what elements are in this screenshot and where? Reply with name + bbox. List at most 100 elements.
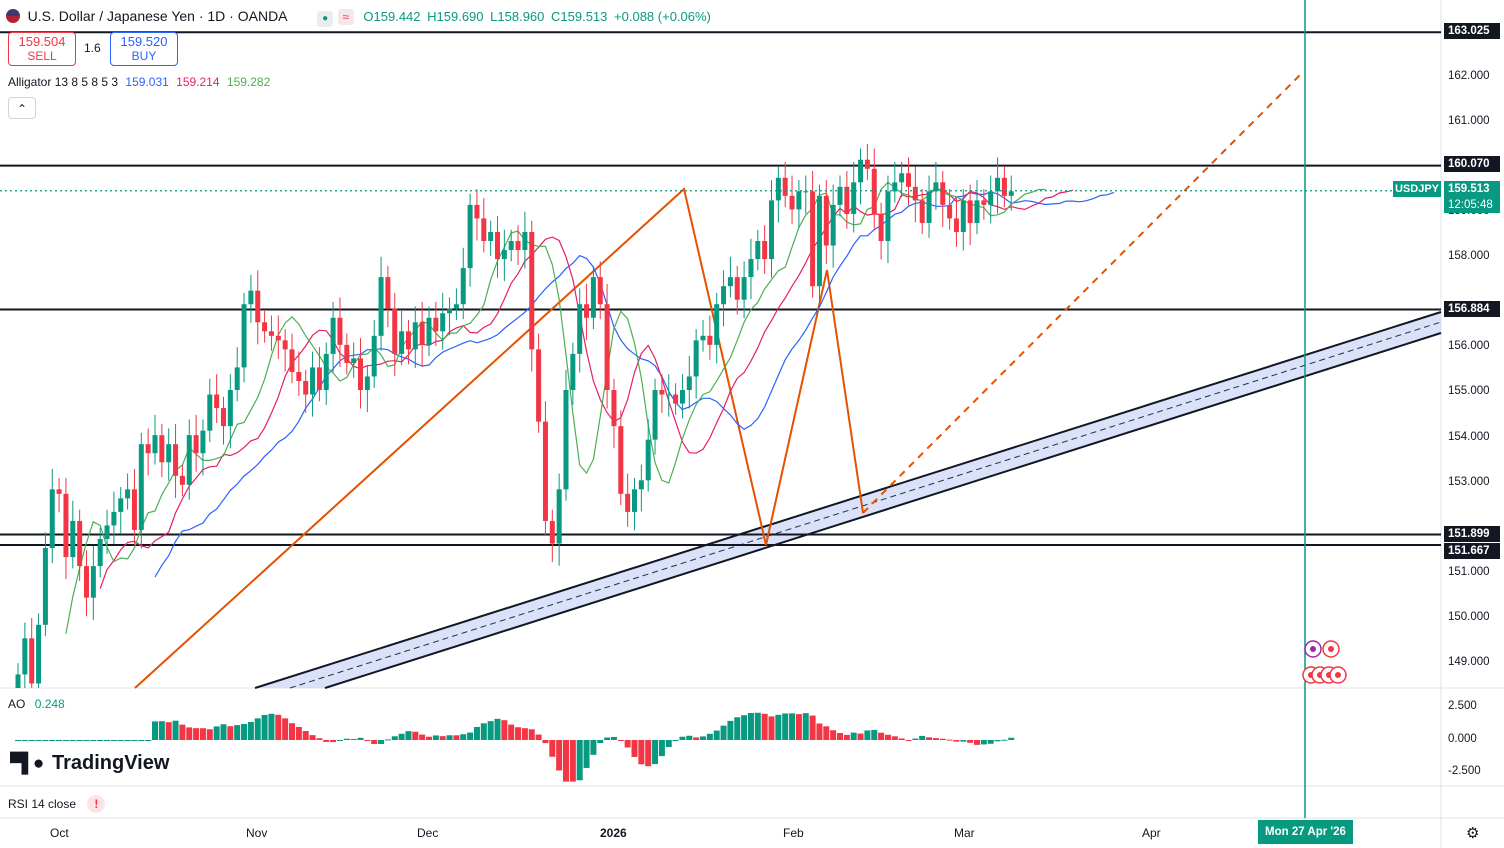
candle-body	[138, 444, 144, 530]
candle-body	[351, 358, 357, 363]
candle-body	[385, 277, 391, 309]
candle-body	[536, 349, 542, 422]
ao-bar	[809, 715, 816, 740]
candle-body	[727, 277, 733, 287]
candle-body	[460, 268, 466, 305]
x-label: Oct	[50, 826, 69, 840]
alligator-legend[interactable]: Alligator 13 8 5 8 5 3 159.031 159.214 1…	[8, 75, 270, 89]
candle-body	[803, 191, 809, 193]
ao-bar	[775, 714, 782, 740]
ao-bar	[97, 740, 104, 741]
candle-body	[953, 218, 959, 232]
candle-body	[495, 231, 500, 260]
candle-body	[912, 186, 918, 201]
candle-body	[90, 566, 96, 598]
candle-body	[762, 241, 768, 260]
ao-bar	[398, 733, 405, 740]
candle-body	[522, 231, 528, 251]
candle-body	[700, 335, 706, 341]
ao-bar	[631, 740, 638, 757]
candle-body	[241, 304, 247, 368]
candle-body	[947, 204, 953, 219]
collapse-button[interactable]: ⌃	[8, 97, 36, 119]
candle-body	[686, 376, 692, 391]
brand-name: TradingView	[51, 752, 170, 774]
y-label: 154.000	[1448, 431, 1490, 443]
candle-body	[111, 511, 117, 526]
candle-body	[330, 317, 336, 354]
warning-icon[interactable]: !	[87, 795, 106, 813]
candle-body	[625, 493, 631, 512]
ao-bar	[932, 738, 939, 740]
candle-body	[988, 191, 994, 205]
candle-body	[440, 313, 446, 332]
ao-bar	[42, 740, 49, 741]
ao-bar	[49, 740, 56, 741]
ao-bar	[871, 729, 878, 740]
candle-body	[207, 394, 213, 431]
level-tag: 151.667	[1444, 543, 1500, 559]
candle-body	[1001, 177, 1007, 196]
candle-body	[42, 548, 48, 625]
ao-bar	[508, 724, 515, 740]
alligator-label: Alligator 13 8 5 8 5 3	[8, 75, 119, 89]
ao-bar	[165, 722, 172, 740]
candle-body	[166, 444, 172, 463]
ao-legend[interactable]: AO 0.248	[8, 697, 65, 711]
eye-icon[interactable]: ●	[317, 11, 334, 27]
ao-bar	[515, 727, 522, 740]
candle-body	[666, 394, 672, 396]
drawing-layer[interactable]	[0, 31, 1442, 689]
ao-bar	[453, 735, 460, 740]
ao-bar	[199, 728, 206, 740]
ao-bar	[357, 737, 364, 740]
candle-body	[221, 408, 226, 427]
candle-body	[577, 304, 583, 354]
ao-bar	[76, 740, 83, 741]
ao-bar	[1001, 739, 1008, 741]
candle-body	[755, 241, 761, 260]
candle-body	[433, 317, 439, 332]
candle-body	[851, 182, 857, 214]
candle-body	[159, 435, 165, 463]
current-price-tag: 159.513 12:05:48	[1444, 181, 1500, 213]
candle-body	[234, 367, 240, 391]
ao-bar	[179, 724, 186, 740]
ao-bar	[891, 736, 898, 740]
ao-bar	[987, 740, 994, 744]
candle-body	[974, 200, 980, 223]
wave-icon[interactable]: ≈	[337, 9, 354, 25]
candle-body	[563, 390, 569, 490]
candle-body	[289, 349, 295, 372]
rsi-label: RSI 14 close	[8, 797, 77, 811]
channel-upper-line	[254, 311, 1442, 689]
current-price: 159.513	[1448, 183, 1490, 195]
rsi-legend[interactable]: RSI 14 close !	[8, 795, 106, 813]
sell-button[interactable]: 159.504 SELL	[8, 32, 76, 66]
candle-body	[652, 390, 658, 440]
tradingview-logo[interactable]: ▀▌● TradingView	[10, 752, 169, 775]
symbol-header[interactable]: U.S. Dollar / Japanese Yen · 1D · OANDA …	[6, 8, 711, 27]
candle-body	[70, 520, 76, 558]
candle-body	[597, 277, 603, 305]
candle-body	[364, 376, 370, 391]
buy-price: 159.520	[120, 34, 168, 49]
ao-bar	[405, 731, 412, 740]
ao-bar	[850, 732, 857, 740]
candle-body	[796, 191, 802, 210]
y-label: 153.000	[1448, 476, 1490, 488]
settings-icon[interactable]: ⚙	[1466, 825, 1480, 842]
buy-button[interactable]: 159.520 BUY	[110, 32, 178, 66]
candle-body	[173, 444, 179, 476]
event-marker-dot	[1328, 646, 1334, 652]
alligator-teeth-value: 159.214	[176, 75, 220, 89]
ao-bar	[837, 732, 843, 740]
candle-body	[371, 335, 377, 377]
ao-bar	[83, 740, 90, 741]
candle-body	[15, 674, 21, 688]
ao-bar	[350, 738, 357, 740]
ao-bar	[186, 727, 193, 740]
ao-bar	[69, 740, 76, 741]
candle-body	[84, 566, 89, 598]
